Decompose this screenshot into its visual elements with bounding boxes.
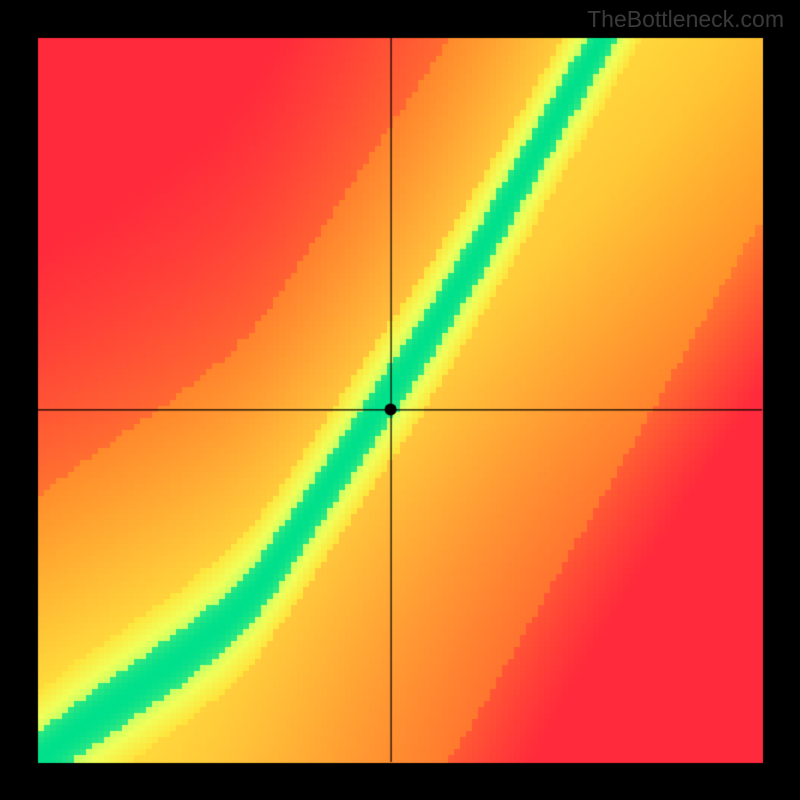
chart-container: TheBottleneck.com (0, 0, 800, 800)
attribution-label: TheBottleneck.com (587, 6, 784, 33)
bottleneck-heatmap (0, 0, 800, 800)
